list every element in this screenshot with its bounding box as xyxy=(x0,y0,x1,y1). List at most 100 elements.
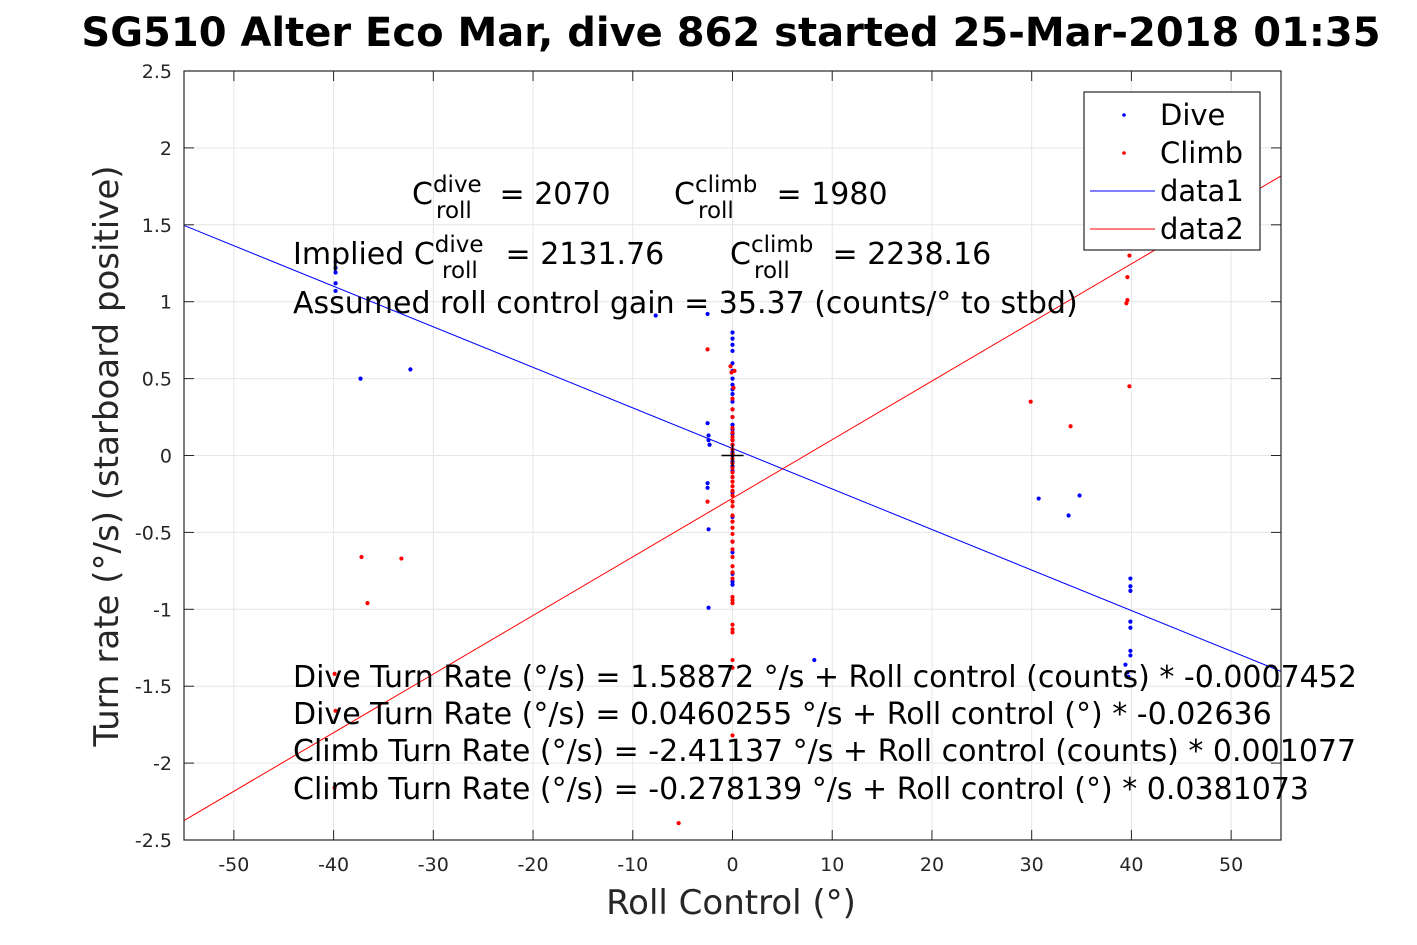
axis-ticks: -50 -40 -30 -20 -10 0 10 20 30 40 50-2.5-2-1.5-1-0… xyxy=(135,61,1281,876)
c-roll-dive-sub: roll xyxy=(436,198,472,224)
legend-box xyxy=(1083,91,1261,251)
dive-point xyxy=(1128,576,1133,581)
climb-point xyxy=(730,407,735,412)
climb-point xyxy=(730,474,735,480)
dive-point xyxy=(333,288,338,294)
dive-point xyxy=(730,399,735,404)
climb-point xyxy=(730,576,735,581)
y-tick-label: -1 xyxy=(153,599,172,621)
dive-point xyxy=(333,270,338,275)
fit-line-text-2: Dive Turn Rate (°/s) = 0.0460255 °/s + R… xyxy=(293,697,1272,732)
dive-point xyxy=(1123,662,1128,667)
climb-point xyxy=(730,484,735,489)
climb-point xyxy=(730,499,735,504)
dive-point xyxy=(1077,493,1082,498)
dive-point xyxy=(1036,496,1041,501)
x-tick-label: 40 xyxy=(1119,854,1143,876)
climb-point xyxy=(730,733,735,738)
origin-marker xyxy=(721,444,744,467)
dive-point xyxy=(730,579,735,584)
climb-point xyxy=(731,385,736,390)
climb-point xyxy=(730,525,735,530)
fit-line-text-1: Dive Turn Rate (°/s) = 1.58872 °/s + Rol… xyxy=(293,660,1357,695)
c-roll-dive-base: C xyxy=(412,177,433,212)
dive-point xyxy=(653,313,658,318)
dive-point xyxy=(730,348,735,354)
dive-point xyxy=(408,367,413,372)
climb-point xyxy=(730,470,735,475)
c-roll-climb-base: C xyxy=(674,177,695,212)
climb-point xyxy=(332,671,337,676)
climb-point xyxy=(730,504,735,509)
climb-point xyxy=(1124,301,1129,306)
climb-point xyxy=(730,425,735,430)
x-tick-label: 20 xyxy=(920,854,944,876)
climb-point xyxy=(705,499,710,504)
y-tick-label: 2 xyxy=(160,138,172,160)
climb-point xyxy=(728,364,733,369)
implied-c-roll-dive-prefix: Implied C xyxy=(293,237,435,272)
climb-point xyxy=(730,430,735,435)
climb-point xyxy=(1127,384,1132,389)
legend: Dive Climb data1 data2 xyxy=(1083,91,1261,251)
x-tick-label: 10 xyxy=(820,854,844,876)
climb-point xyxy=(730,513,735,518)
implied-c-roll-dive-sup: dive xyxy=(435,232,484,258)
climb-point xyxy=(730,665,735,670)
fit-line-data2 xyxy=(183,175,1282,822)
y-tick-label: -1.5 xyxy=(135,676,172,698)
y-axis-label: Turn rate (°/s) (starboard positive) xyxy=(87,165,127,747)
dive-point xyxy=(333,265,338,270)
dive-point xyxy=(730,422,735,427)
climb-point xyxy=(730,601,735,606)
climb-point xyxy=(730,597,735,603)
dive-point xyxy=(730,342,735,347)
dive-point xyxy=(730,330,735,335)
implied-c-roll-climb-sup: climb xyxy=(751,232,813,258)
dive-point xyxy=(730,550,735,555)
climb-point xyxy=(730,493,735,498)
climb-point xyxy=(365,601,370,606)
climb-point xyxy=(1125,274,1130,280)
dive-point xyxy=(707,442,712,447)
dive-point xyxy=(1128,648,1133,653)
climb-point xyxy=(730,479,735,484)
dive-point xyxy=(1128,584,1133,589)
climb-point xyxy=(399,556,404,561)
dive-point xyxy=(705,485,710,490)
dive-point xyxy=(705,481,710,486)
dive-point xyxy=(730,391,735,397)
y-tick-label: -2.5 xyxy=(135,830,172,852)
annotations: Cdive roll = 2070 Cclimb roll = 1980 Impli… xyxy=(293,172,1357,807)
x-tick-label: -50 xyxy=(218,854,249,876)
x-axis-label: Roll Control (°) xyxy=(606,883,856,923)
dive-point xyxy=(333,281,338,286)
climb-point xyxy=(730,564,735,569)
climb-point xyxy=(730,434,735,440)
fit-line-text-4: Climb Turn Rate (°/s) = -0.278139 °/s + … xyxy=(293,772,1309,807)
dive-point xyxy=(730,336,735,341)
dive-point xyxy=(1126,674,1131,680)
implied-c-roll-dive-label: Implied Cdive roll = 2131.76 xyxy=(293,232,664,284)
climb-point xyxy=(730,630,735,635)
climb-point xyxy=(730,414,735,420)
c-roll-dive-value: = 2070 xyxy=(490,177,611,212)
dive-point xyxy=(1125,670,1130,675)
implied-c-roll-climb-value: = 2238.16 xyxy=(823,237,991,272)
dive-point xyxy=(705,311,710,317)
dive-point xyxy=(706,527,711,532)
climb-point xyxy=(730,657,735,663)
c-roll-climb-value: = 1980 xyxy=(767,177,888,212)
y-tick-label: 1.5 xyxy=(142,215,172,237)
climb-point xyxy=(730,594,735,600)
climb-point xyxy=(730,438,735,443)
c-roll-dive-label: Cdive roll = 2070 xyxy=(412,172,611,224)
gain-text: Assumed roll control gain = 35.37 (count… xyxy=(293,286,1078,321)
dive-point xyxy=(706,605,711,610)
legend-climb-label: Climb xyxy=(1160,136,1243,170)
dive-point xyxy=(730,582,735,587)
legend-data2-label: data2 xyxy=(1160,212,1244,246)
climb-point xyxy=(730,570,735,575)
dive-point xyxy=(1066,513,1071,518)
